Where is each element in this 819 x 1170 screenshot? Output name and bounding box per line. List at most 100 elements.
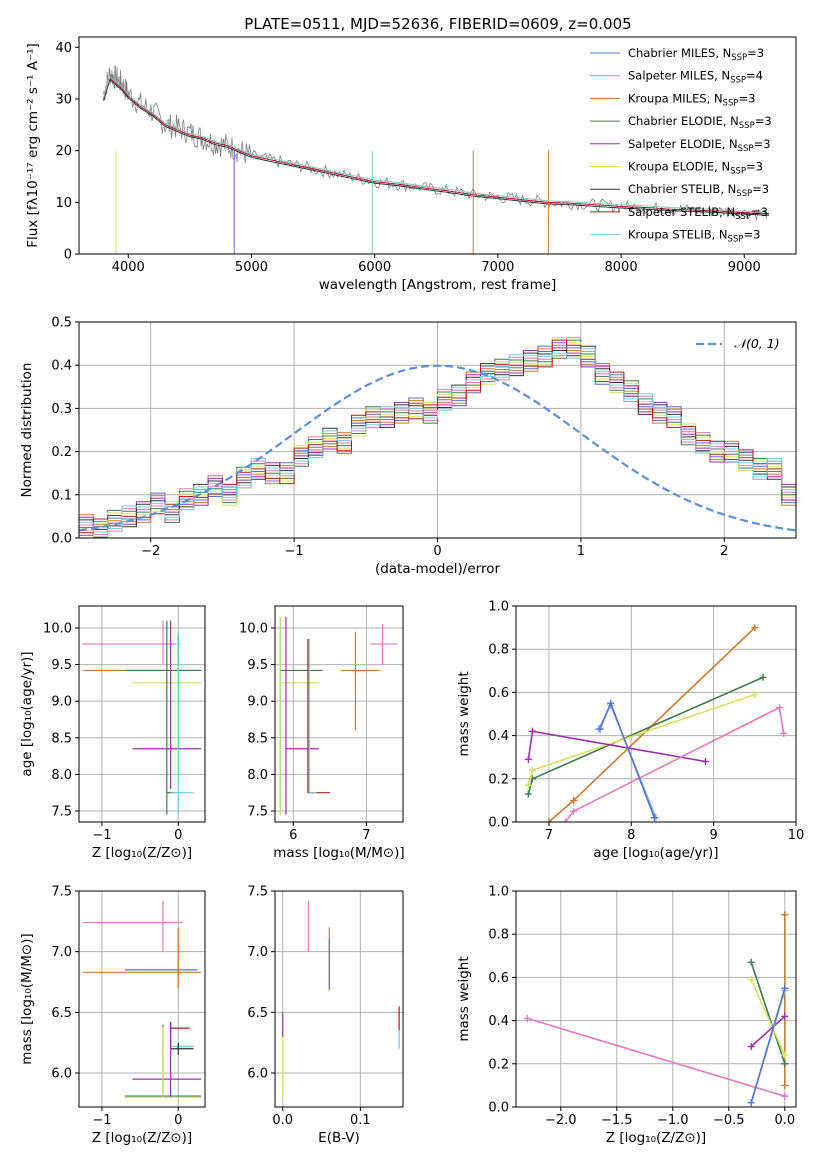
x-tick-label: 10 xyxy=(788,828,805,843)
x-tick-label: −0.5 xyxy=(713,1113,745,1128)
plot-area xyxy=(79,322,796,538)
x-axis-label: age [log₁₀(age/yr)] xyxy=(593,845,718,861)
model-spectrum-line xyxy=(103,76,769,213)
legend-label-sub: SSP xyxy=(730,76,746,86)
y-tick-label: 0 xyxy=(64,248,72,263)
weight-series-marker xyxy=(524,790,532,798)
y-tick-label: 30 xyxy=(55,93,72,108)
weight-series-line xyxy=(750,979,786,1056)
legend-label-sub: SSP xyxy=(736,189,752,199)
panel-residuals: −2 −1 0 1 2 0.0 0.1 0.2 0.3 0.4 0.5 (data-model)/er… xyxy=(19,316,797,577)
legend-label-sub: SSP xyxy=(735,212,751,222)
legend-label-sub: SSP xyxy=(730,167,746,177)
y-tick-label: 8.0 xyxy=(247,768,268,783)
y-tick-label: 6.5 xyxy=(51,1006,72,1021)
legend-label: Salpeter ELODIE, NSSP=3 xyxy=(628,137,771,154)
y-tick-label: 0.4 xyxy=(488,1014,509,1029)
legend-label-sub: SSP xyxy=(738,144,754,154)
panels: 4000 5000 6000 7000 8000 9000010203040wavelen… xyxy=(19,36,805,1146)
y-tick-label: 7.0 xyxy=(247,945,268,960)
histogram-step xyxy=(79,337,796,538)
axes-frame xyxy=(515,605,797,823)
legend-label-suffix: =3 xyxy=(747,46,764,60)
y-tick-label: 0.2 xyxy=(51,445,72,460)
y-tick-label: 0.0 xyxy=(488,1101,509,1116)
legend-label-main: Salpeter STELIB, N xyxy=(628,205,735,219)
weight-series-marker xyxy=(570,796,578,804)
weight-series-marker xyxy=(747,958,755,966)
legend-label-main: Salpeter MILES, N xyxy=(628,69,730,83)
legend-label-main: Kroupa ELODIE, N xyxy=(628,160,730,174)
legend-label: 𝒩(0, 1) xyxy=(734,336,780,351)
x-tick-label: 0.0 xyxy=(272,1113,293,1128)
x-tick-label: 7 xyxy=(362,828,370,843)
legend-label-main: Chabrier ELODIE, N xyxy=(628,114,739,128)
x-tick-label: −2.0 xyxy=(545,1113,577,1128)
weight-series-marker xyxy=(781,911,789,919)
legend-label-suffix: =4 xyxy=(746,69,763,83)
histogram-step xyxy=(79,339,796,534)
x-axis-label: Z [log₁₀(Z/Z⊙)] xyxy=(92,845,192,861)
legend-label-sub: SSP xyxy=(739,121,755,131)
model-spectrum-line xyxy=(103,79,769,216)
weight-series-marker xyxy=(523,1014,531,1022)
legend-label-main: Salpeter ELODIE, N xyxy=(628,137,738,151)
weight-series-line xyxy=(548,627,756,822)
x-tick-label: −1.0 xyxy=(657,1113,689,1128)
y-tick-label: 8.5 xyxy=(247,731,268,746)
legend-label-sub: SSP xyxy=(723,98,739,108)
weight-series-marker xyxy=(781,1060,789,1068)
weight-series-marker xyxy=(650,814,658,822)
x-tick-label: 7 xyxy=(545,828,553,843)
x-axis-label: wavelength [Angstrom, rest frame] xyxy=(319,277,557,293)
weight-series-marker xyxy=(528,727,536,735)
y-tick-label: 9.0 xyxy=(247,695,268,710)
y-tick-label: 0.2 xyxy=(488,1057,509,1072)
plot-area xyxy=(516,606,796,822)
legend-label: Kroupa ELODIE, NSSP=3 xyxy=(628,160,763,177)
legend-label: Salpeter MILES, NSSP=4 xyxy=(628,69,763,86)
y-tick-label: 10.0 xyxy=(239,621,268,636)
y-tick-label: 0.6 xyxy=(488,971,509,986)
axes-frame xyxy=(78,321,797,539)
model-spectrum-line xyxy=(103,77,769,215)
weight-series-marker xyxy=(751,691,759,699)
y-tick-label: 8.0 xyxy=(51,768,72,783)
y-tick-label: 7.5 xyxy=(247,885,268,900)
y-axis-label: mass [log₁₀(M/M⊙)] xyxy=(19,933,35,1064)
weight-series-line xyxy=(526,1017,786,1097)
y-tick-label: 6.0 xyxy=(247,1067,268,1082)
plot-area xyxy=(103,65,769,254)
y-tick-label: 1.0 xyxy=(488,600,509,615)
weight-series-line xyxy=(750,1015,786,1048)
weight-series-marker xyxy=(747,1043,755,1051)
panel-age_vs_Z: −1 0 7.5 8.0 8.5 9.0 9.5 10.0 Z [log₁₀(Z/Z⊙)] age… xyxy=(19,605,206,861)
figure-title: PLATE=0511, MJD=52636, FIBERID=0609, z=0… xyxy=(244,15,631,33)
weight-series-marker xyxy=(524,755,532,763)
weight-series-marker xyxy=(524,781,532,789)
y-tick-label: 6.0 xyxy=(51,1067,72,1082)
weight-series-line xyxy=(599,701,656,818)
x-tick-label: 5000 xyxy=(235,260,268,275)
legend-label-suffix: =3 xyxy=(754,137,771,151)
x-tick-label: 0.1 xyxy=(350,1113,371,1128)
legend-label-suffix: =3 xyxy=(743,228,760,242)
histogram-step xyxy=(79,347,796,528)
panel-mass_vs_Z: −1 0 6.0 6.5 7.0 7.5 Z [log₁₀(Z/Z⊙)] mass [log₁… xyxy=(19,885,206,1146)
x-axis-label: Z [log₁₀(Z/Z⊙)] xyxy=(92,1130,192,1146)
legend-label: Salpeter STELIB, NSSP=3 xyxy=(628,205,768,222)
legend-label-main: Chabrier STELIB, N xyxy=(628,182,736,196)
weight-series-marker xyxy=(570,807,578,815)
plot-area xyxy=(79,606,205,822)
legend-label: Chabrier ELODIE, NSSP=3 xyxy=(628,114,772,131)
x-tick-label: 0.0 xyxy=(774,1113,795,1128)
histogram-step xyxy=(79,344,796,525)
weight-series-marker xyxy=(781,1051,789,1059)
legend-label-suffix: =3 xyxy=(752,182,769,196)
y-tick-label: 0.0 xyxy=(488,816,509,831)
y-tick-label: 0.6 xyxy=(488,686,509,701)
y-tick-label: 0.2 xyxy=(488,772,509,787)
legend-label-suffix: =3 xyxy=(755,114,772,128)
weight-series-marker xyxy=(759,673,767,681)
y-tick-label: 7.5 xyxy=(51,805,72,820)
